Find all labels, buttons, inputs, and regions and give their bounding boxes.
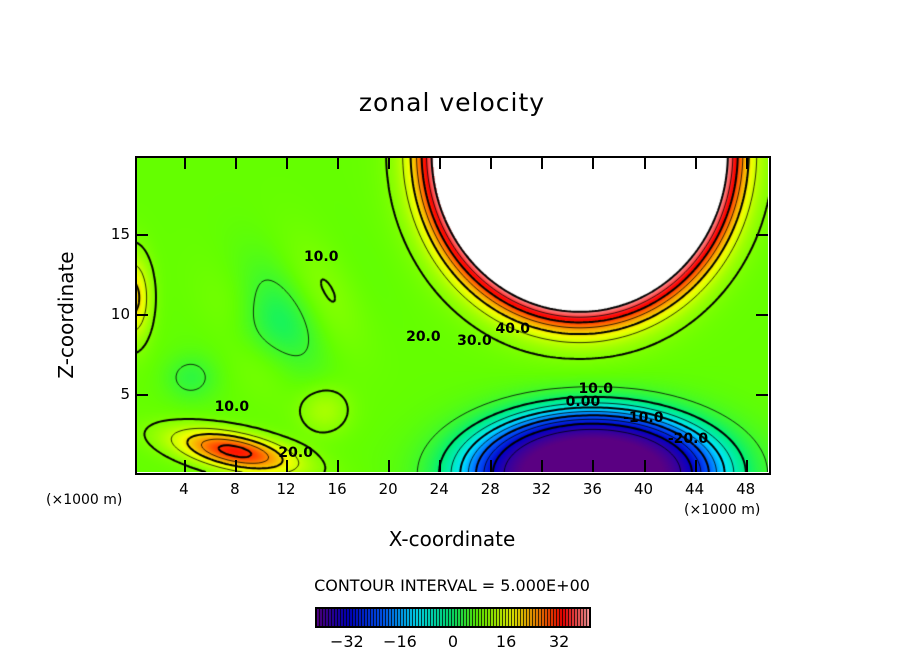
x-tick-label: 44 <box>685 480 705 498</box>
y-tick-mark <box>136 393 148 396</box>
colorbar-tick-label: −16 <box>383 632 417 651</box>
x-tick-mark <box>234 157 237 169</box>
x-tick-mark <box>439 460 442 472</box>
contour-field <box>136 157 768 472</box>
x-tick-mark <box>694 157 697 169</box>
colorbar-tick-label: 32 <box>548 632 570 651</box>
contour-label: 40.0 <box>495 320 530 337</box>
x-tick-label: 16 <box>327 480 347 498</box>
contour-label: 10.0 <box>578 381 613 398</box>
y-tick-mark <box>756 313 768 316</box>
x-tick-mark <box>439 157 442 169</box>
x-tick-mark <box>643 157 646 169</box>
x-tick-mark <box>490 157 493 169</box>
y-tick-mark <box>756 233 768 236</box>
x-unit-label-right: (×1000 m) <box>684 502 761 518</box>
x-unit-label-left: (×1000 m) <box>46 492 123 508</box>
contour-label: 10.0 <box>303 248 339 265</box>
x-tick-label: 36 <box>582 480 602 498</box>
x-tick-mark <box>286 157 289 169</box>
colorbar-tick-label: 0 <box>447 632 459 651</box>
x-tick-mark <box>745 157 748 169</box>
colorbar-tick-label: 16 <box>495 632 517 651</box>
y-tick-label: 15 <box>110 224 130 243</box>
y-tick-mark <box>756 393 768 396</box>
plot-frame <box>135 156 771 475</box>
x-tick-label: 8 <box>230 480 240 498</box>
contour-plot-area <box>136 157 768 472</box>
x-tick-label: 12 <box>276 480 296 498</box>
contour-label: 10.0 <box>214 399 250 416</box>
x-tick-label: 48 <box>736 480 756 498</box>
contour-label: 20.0 <box>278 445 313 462</box>
contour-label: 0.00 <box>565 394 601 411</box>
x-tick-mark <box>694 460 697 472</box>
colorbar <box>315 607 591 628</box>
contour-label: -10.0 <box>623 410 664 427</box>
x-tick-label: 32 <box>531 480 551 498</box>
x-tick-label: 28 <box>480 480 500 498</box>
chart-title: zonal velocity <box>358 88 546 117</box>
y-tick-mark <box>136 313 148 316</box>
x-tick-mark <box>592 460 595 472</box>
x-tick-mark <box>745 460 748 472</box>
x-tick-mark <box>234 460 237 472</box>
x-tick-mark <box>541 460 544 472</box>
contour-label: -20.0 <box>667 431 709 448</box>
y-axis-label: Z-coordinate <box>54 251 78 379</box>
x-tick-mark <box>541 157 544 169</box>
x-tick-mark <box>183 157 186 169</box>
x-tick-label: 40 <box>633 480 654 498</box>
x-tick-mark <box>388 157 391 169</box>
x-tick-mark <box>286 460 289 472</box>
y-tick-label: 10 <box>110 304 130 323</box>
x-tick-mark <box>183 460 186 472</box>
x-tick-mark <box>490 460 493 472</box>
x-tick-label: 20 <box>378 480 398 498</box>
contour-interval-text: CONTOUR INTERVAL = 5.000E+00 <box>314 576 590 595</box>
x-tick-mark <box>337 460 340 472</box>
colorbar-tick-label: −32 <box>329 632 364 651</box>
x-tick-label: 24 <box>429 480 449 498</box>
x-tick-mark <box>337 157 340 169</box>
y-tick-mark <box>136 233 148 236</box>
y-tick-label: 5 <box>120 384 130 403</box>
contour-label: 20.0 <box>406 328 441 345</box>
x-axis-label: X-coordinate <box>388 527 516 551</box>
x-tick-mark <box>592 157 595 169</box>
x-tick-label: 4 <box>179 480 189 498</box>
contour-label: 30.0 <box>457 333 492 350</box>
x-tick-mark <box>643 460 646 472</box>
x-tick-mark <box>388 460 391 472</box>
